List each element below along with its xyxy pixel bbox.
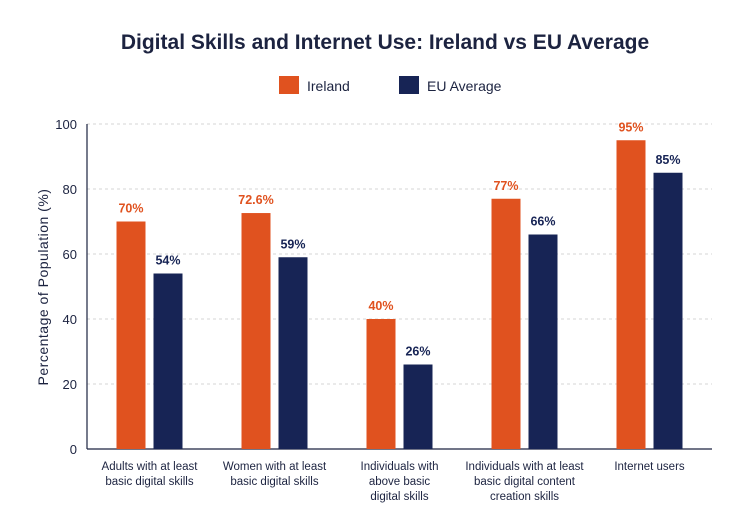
axes: 0 20 40 60 80 100 xyxy=(55,117,712,457)
x-tick-label: Individuals with at least basic digital c… xyxy=(465,461,584,503)
y-tick-label: 100 xyxy=(55,117,77,132)
legend-label-ireland: Ireland xyxy=(307,78,350,94)
data-label-eu-average: 66% xyxy=(530,215,555,229)
x-tick-label-line: Individuals with at least xyxy=(465,461,584,473)
legend-swatch-ireland xyxy=(279,76,299,94)
y-tick-label: 20 xyxy=(63,377,77,392)
data-label-eu-average: 59% xyxy=(280,237,305,251)
x-tick-label: Adults with at least basic digital skills xyxy=(102,461,199,488)
data-label-ireland: 70% xyxy=(118,202,143,216)
bar-eu-average xyxy=(403,364,433,449)
data-label-ireland: 77% xyxy=(493,179,518,193)
x-tick-label-line: basic digital skills xyxy=(105,476,193,488)
x-tick-label-line: basic digital content xyxy=(474,476,576,488)
x-tick-label-line: Women with at least xyxy=(223,461,327,473)
category-labels: Adults with at least basic digital skills… xyxy=(102,461,685,503)
bar-eu-average xyxy=(278,257,308,449)
bar-eu-average xyxy=(153,273,183,449)
x-tick-label-line: above basic xyxy=(369,476,431,488)
legend-label-eu-average: EU Average xyxy=(427,78,502,94)
bar-ireland xyxy=(616,140,646,449)
x-tick-label-line: basic digital skills xyxy=(230,476,318,488)
legend-swatch-eu-average xyxy=(399,76,419,94)
data-label-ireland: 40% xyxy=(368,299,393,313)
bar-ireland xyxy=(116,221,146,449)
x-tick-label-line: Individuals with xyxy=(361,461,439,473)
x-tick-label-line: digital skills xyxy=(370,491,428,503)
y-tick-label: 0 xyxy=(70,442,77,457)
bar-ireland xyxy=(491,198,521,449)
x-tick-label: Women with at least basic digital skills xyxy=(223,461,327,488)
legend: Ireland EU Average xyxy=(279,76,502,94)
bars xyxy=(116,140,683,449)
x-tick-label-line: Adults with at least xyxy=(102,461,199,473)
x-tick-label-line: Internet users xyxy=(614,461,685,473)
bar-ireland xyxy=(366,319,396,449)
data-label-eu-average: 85% xyxy=(655,153,680,167)
y-tick-label: 60 xyxy=(63,247,77,262)
bar-eu-average xyxy=(653,172,683,449)
bar-eu-average xyxy=(528,234,558,449)
data-label-ireland: 72.6% xyxy=(238,193,273,207)
bar-ireland xyxy=(241,213,271,449)
gridlines xyxy=(87,123,712,385)
data-label-eu-average: 54% xyxy=(155,254,180,268)
chart-title: Digital Skills and Internet Use: Ireland… xyxy=(121,31,649,54)
x-tick-label-line: creation skills xyxy=(490,491,559,503)
x-tick-label: Internet users xyxy=(614,461,685,473)
y-tick-label: 80 xyxy=(63,182,77,197)
data-label-eu-average: 26% xyxy=(405,345,430,359)
data-label-ireland: 95% xyxy=(618,120,643,134)
data-labels: 70% 54% 72.6% 59% 40% 26% 77% 66% 95% 85% xyxy=(118,120,680,358)
y-axis-label: Percentage of Population (%) xyxy=(35,189,51,386)
x-tick-label: Individuals with above basic digital skill… xyxy=(361,461,439,503)
y-tick-label: 40 xyxy=(63,312,77,327)
